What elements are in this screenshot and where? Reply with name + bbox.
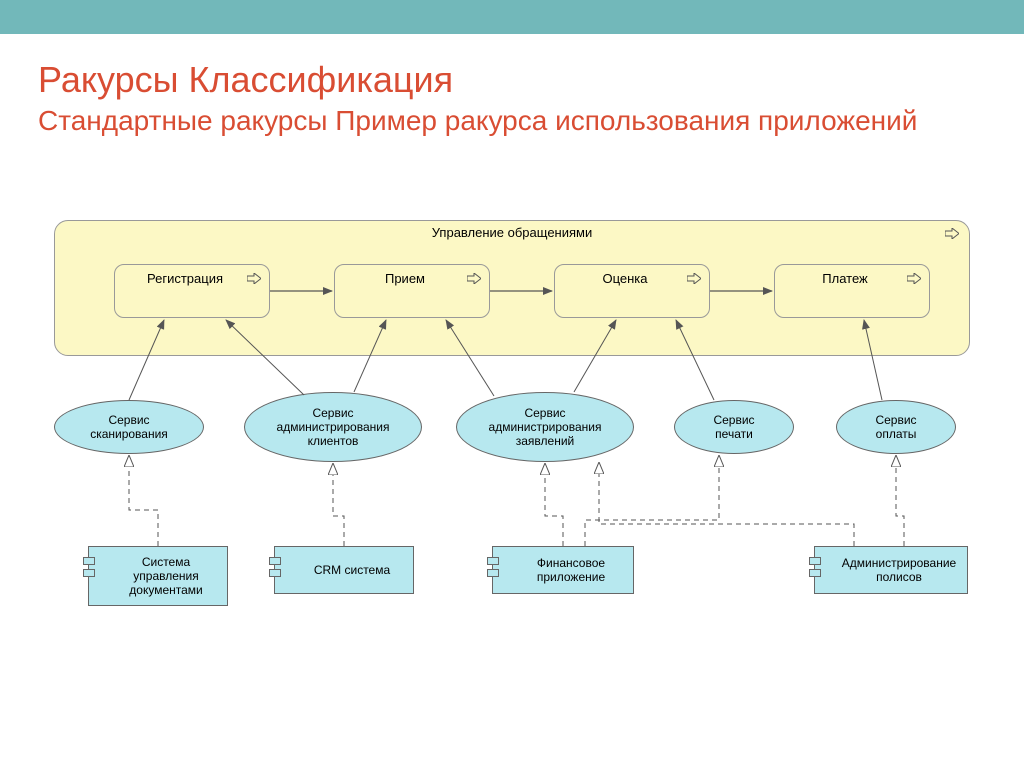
service-label: Сервис администрирования клиентов [277, 406, 390, 448]
service-admin-clients: Сервис администрирования клиентов [244, 392, 422, 462]
process-priem: Прием [334, 264, 490, 318]
process-label: Регистрация [125, 271, 245, 286]
process-label: Оценка [565, 271, 685, 286]
component-label: CRM система [297, 563, 407, 577]
service-payment: Сервис оплаты [836, 400, 956, 454]
block-arrow-icon [467, 273, 481, 284]
service-label: Сервис оплаты [875, 413, 916, 441]
block-arrow-icon [945, 228, 959, 239]
container-label: Управление обращениями [55, 225, 969, 240]
component-label: Финансовое приложение [515, 556, 627, 584]
service-scan: Сервис сканирования [54, 400, 204, 454]
process-ocenka: Оценка [554, 264, 710, 318]
process-platezh: Платеж [774, 264, 930, 318]
component-ports-icon [809, 557, 821, 581]
block-arrow-icon [687, 273, 701, 284]
title-sub: Стандартные ракурсы Пример ракурса испол… [38, 104, 978, 138]
title-main: Ракурсы Классификация [38, 58, 978, 102]
diagram: Управление обращениями Регистрация Прием… [54, 220, 970, 650]
block-arrow-icon [907, 273, 921, 284]
component-label: Система управления документами [111, 555, 221, 597]
component-ports-icon [487, 557, 499, 581]
top-band [0, 0, 1024, 34]
component-policy-admin: Администрирование полисов [814, 546, 968, 594]
process-label: Прием [345, 271, 465, 286]
service-label: Сервис печати [713, 413, 754, 441]
process-label: Платеж [785, 271, 905, 286]
component-label: Администрирование полисов [837, 556, 961, 584]
component-crm: CRM система [274, 546, 414, 594]
title-block: Ракурсы Классификация Стандартные ракурс… [38, 58, 978, 138]
block-arrow-icon [247, 273, 261, 284]
component-ports-icon [83, 557, 95, 581]
slide: Ракурсы Классификация Стандартные ракурс… [0, 0, 1024, 767]
service-label: Сервис сканирования [90, 413, 168, 441]
component-ports-icon [269, 557, 281, 581]
service-print: Сервис печати [674, 400, 794, 454]
service-admin-applications: Сервис администрирования заявлений [456, 392, 634, 462]
service-label: Сервис администрирования заявлений [489, 406, 602, 448]
process-registration: Регистрация [114, 264, 270, 318]
component-finance-app: Финансовое приложение [492, 546, 634, 594]
component-doc-system: Система управления документами [88, 546, 228, 606]
